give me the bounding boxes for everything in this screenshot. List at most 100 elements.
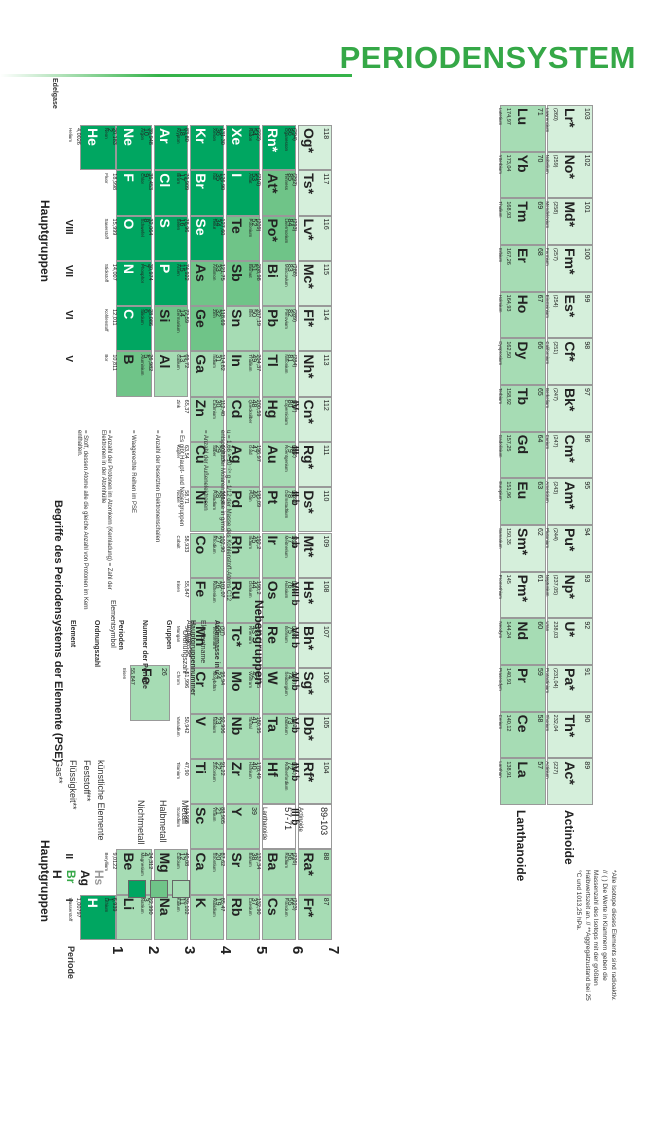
legend-sample-mass: 55,847 <box>129 668 135 685</box>
element-cell[interactable]: 88 Ra* (226) Radium <box>284 849 332 895</box>
element-symbol: U* <box>562 621 578 637</box>
begriffe-definition: = Waagerechte Reihen im PSE <box>130 430 136 513</box>
element-cell[interactable]: 107 Bh* (262) Bohrium <box>284 623 332 669</box>
lanthanoid-cell[interactable]: 71 Lu 174,97 Lutetium <box>498 105 546 152</box>
lanthanoid-cell[interactable]: 59 Pr 140,91 Praseodym <box>498 665 546 712</box>
actinoid-cell[interactable]: 100 Fm* (257) Fermium <box>545 245 593 292</box>
lanthanoid-cell[interactable]: 67 Ho 164,93 Holmium <box>498 291 546 339</box>
element-name: Oganesson <box>284 128 289 152</box>
begriffe-definition: = Stoff, dessen Atome alle die gleiche A… <box>76 430 88 610</box>
lanthanoid-cell[interactable]: 70 Yb 173,04 Ytterbium <box>498 151 546 199</box>
begriffe-title: Begriffe des Periodensystems der Element… <box>52 500 64 763</box>
atomic-mass: 20,183 <box>111 128 117 145</box>
element-cell[interactable]: 116 Lv* (293) Livermorium <box>284 215 332 261</box>
element-name: Lawrencium <box>545 108 550 133</box>
element-symbol: F <box>121 173 137 182</box>
actinoid-cell[interactable]: 99 Es* (254) Einsteinium <box>545 291 593 339</box>
actinoid-cell[interactable]: 98 Cf* (251) Californium <box>545 338 593 385</box>
element-symbol: Si <box>157 309 173 323</box>
atomic-number: 107 <box>322 626 329 638</box>
actinoid-cell[interactable]: 94 Pu* (244) Plutonium <box>545 525 593 572</box>
element-symbol: Db* <box>301 716 317 741</box>
lanthanoid-cell[interactable]: 62 Sm* 150,35 Samarium <box>498 525 546 572</box>
element-name: Kohlenstoff <box>104 309 109 332</box>
actinoid-cell[interactable]: 89 Ac* (227) Actinium <box>545 758 593 805</box>
lanthanoid-cell[interactable]: 69 Tm 168,93 Thulium <box>498 198 546 245</box>
atomic-mass: (247) <box>552 388 558 401</box>
atomic-mass: 167,26 <box>505 248 511 265</box>
actinoid-cell[interactable]: 91 Pa* (231,04) Protactinium <box>545 665 593 712</box>
lanthanoid-cell[interactable]: 66 Dy 162,50 Dysprosium <box>498 338 546 385</box>
element-cell[interactable]: 108 Hs* (265) Hassium <box>284 577 332 624</box>
actinoid-cell[interactable]: 102 No* (259) Nobelium <box>545 151 593 199</box>
element-cell[interactable]: 110 Ds* (269) Darmstadtium <box>284 487 332 533</box>
atomic-mass: (284) <box>291 354 297 368</box>
element-cell[interactable]: 112 Cn* (277) Copernicium <box>284 396 332 442</box>
element-symbol: Cn* <box>301 399 317 424</box>
element-symbol: Np* <box>562 574 578 599</box>
atomic-mass: 39,948 <box>147 128 153 145</box>
element-cell[interactable]: 105 Db* (262) Dubnium <box>284 713 332 759</box>
element-cell[interactable]: 117 Ts* (292) Tenness <box>284 170 332 216</box>
lanthanoid-cell[interactable]: 58 Ce 140,12 Cerium <box>498 711 546 759</box>
element-cell[interactable]: 109 Mt* (266) Meitnerium <box>284 532 332 578</box>
element-cell[interactable]: 87 Fr* (223) Francium <box>284 894 332 940</box>
nebengruppen-label: Nebengruppen <box>252 600 266 685</box>
lanthanoid-cell[interactable]: 65 Tb 158,92 Terbium <box>498 385 546 432</box>
atomic-number: 70 <box>536 154 543 163</box>
atomic-mass: 162,50 <box>505 341 511 359</box>
group-label: IV <box>289 400 300 411</box>
actinoid-cell[interactable]: 95 Am* (243) Americium <box>545 478 593 525</box>
lanthanoid-cell[interactable]: 60 Nd 144,24 Neodym <box>498 618 546 665</box>
element-name: Astat <box>248 173 253 184</box>
element-cell[interactable]: 114 Fl* (289) Flerovium <box>284 306 332 352</box>
element-cell[interactable]: 39 Y 88,905 Yttrium <box>212 804 260 850</box>
actinoid-cell[interactable]: 97 Bk* (247) Berkelium <box>545 385 593 432</box>
element-symbol: Rg* <box>301 444 317 470</box>
element-symbol: Nh* <box>301 354 317 379</box>
group-label: III <box>289 445 300 455</box>
element-symbol: Rb <box>229 897 245 917</box>
atomic-mass: 26,982 <box>147 354 153 372</box>
element-name: Plutonium <box>545 528 550 549</box>
element-name: Gallium <box>176 354 181 370</box>
atomic-mass: 145 <box>505 574 511 584</box>
actinoid-cell[interactable]: 93 Np* (237,05) Neptunium <box>545 571 593 619</box>
element-symbol: In <box>229 354 245 367</box>
element-symbol: Ar <box>157 128 173 144</box>
actinoid-cell[interactable]: 90 Th* 232,04 Thorium <box>545 711 593 759</box>
lanthanoid-cell[interactable]: 61 Pm* 145 Promethium <box>498 571 546 619</box>
actinoid-cell[interactable]: 103 Lr* (260) Lawrencium <box>545 105 593 152</box>
period-number: 3 <box>181 946 198 955</box>
element-name: Arsen <box>176 263 181 276</box>
element-name: Indium <box>212 354 217 368</box>
element-symbol: Rf* <box>301 761 317 783</box>
element-symbol: Gd <box>515 434 531 455</box>
element-cell[interactable]: 115 Mc* (288) Moscovium <box>284 260 332 307</box>
element-name: Polonium <box>248 218 253 238</box>
element-name: Chlor <box>140 173 145 185</box>
lanthanoid-cell[interactable]: 57 La 138,91 Lanthan <box>498 758 546 805</box>
lanthanoid-cell[interactable]: 64 Gd 157,25 Gadolinium <box>498 431 546 479</box>
element-cell[interactable]: 104 Rf* (261) Rutherfordium <box>284 758 332 805</box>
actinoid-cell[interactable]: 101 Md* (258) Mendelevium <box>545 198 593 245</box>
element-symbol: S <box>157 218 173 228</box>
element-name: Gold <box>248 444 253 455</box>
element-cell[interactable]: 113 Nh* (284) Nihonium <box>284 351 332 397</box>
element-symbol: Zn <box>193 399 209 417</box>
lanthanoid-cell[interactable]: 63 Eu 151,96 Europium <box>498 478 546 525</box>
lanthanoid-cell[interactable]: 68 Er 167,26 Erbium <box>498 245 546 292</box>
atomic-number: 89 <box>583 761 590 770</box>
element-symbol: Cm* <box>562 434 578 463</box>
element-symbol: P <box>157 263 173 274</box>
element-cell[interactable]: 106 Sg* (263) Seaborgium <box>284 668 332 714</box>
actinoid-cell[interactable]: 92 U* 238,03 Uran <box>545 618 593 665</box>
actinoid-cell[interactable]: 96 Cm* (247) Curium <box>545 431 593 479</box>
element-cell[interactable]: 111 Rg* (272) Roentgenium <box>284 441 332 488</box>
element-symbol: Eu <box>515 481 531 500</box>
atomic-mass: 15,999 <box>111 218 117 236</box>
group-label: VI <box>63 310 74 320</box>
atomic-number: 117 <box>322 173 329 185</box>
element-cell[interactable]: 118 Og* (294) Oganesson <box>284 125 332 171</box>
atomic-number: 58 <box>536 714 543 723</box>
